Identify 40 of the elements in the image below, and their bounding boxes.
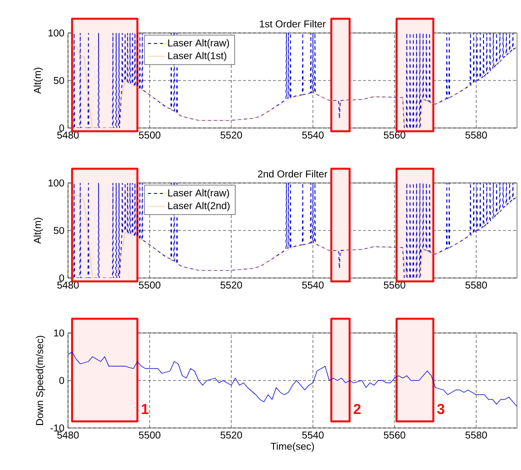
- x-tick-label: 5520: [220, 132, 242, 139]
- x-tick-label: 5580: [465, 432, 487, 439]
- y-tick-label: 50: [54, 76, 64, 84]
- legend-label: Laser Alt(2nd): [168, 202, 230, 212]
- y-tick-label: 100: [48, 29, 64, 37]
- y-tick-label: 0: [59, 274, 64, 282]
- x-tick-label: 5560: [384, 432, 406, 439]
- band-label: 1: [142, 404, 149, 414]
- y-tick-label: -10: [50, 424, 64, 432]
- x-tick-label: 5500: [138, 432, 160, 439]
- y-tick-label: 100: [48, 179, 64, 187]
- y-tick-label: 10: [54, 329, 64, 337]
- y-tick-label: 0: [59, 124, 64, 132]
- band-label: 3: [437, 404, 444, 414]
- y-axis-title: Down Speed(m/sec): [36, 336, 46, 425]
- x-tick-label: 5540: [302, 132, 324, 139]
- legend-label: Laser Alt(raw): [168, 39, 230, 48]
- legend-label: Laser Alt(1st): [168, 52, 226, 62]
- x-tick-label: 5540: [302, 282, 324, 289]
- legend-label: Laser Alt(raw): [168, 189, 230, 198]
- x-tick-label: 5480: [57, 432, 79, 439]
- x-tick-label: 5480: [57, 132, 79, 139]
- x-tick-label: 5560: [384, 282, 406, 289]
- y-axis-title: Alt(m): [34, 218, 43, 244]
- x-tick-label: 5540: [302, 432, 324, 439]
- x-tick-label: 5520: [220, 432, 242, 439]
- x-axis-title: Time(sec): [270, 442, 314, 452]
- x-tick-label: 5560: [384, 132, 406, 139]
- x-tick-label: 5580: [465, 282, 487, 289]
- x-tick-label: 5520: [220, 282, 242, 289]
- y-tick-label: 50: [54, 226, 64, 234]
- x-tick-label: 5480: [57, 282, 79, 289]
- x-tick-label: 5500: [138, 132, 160, 139]
- chart-title: 1st Order Filter: [260, 20, 326, 28]
- y-axis-title: Alt(m): [34, 68, 43, 94]
- x-tick-label: 5580: [465, 132, 487, 139]
- chart-title: 2nd Order Filter: [258, 170, 328, 178]
- x-tick-label: 5500: [138, 282, 160, 289]
- y-tick-label: 0: [59, 376, 64, 384]
- band-label: 2: [354, 404, 361, 414]
